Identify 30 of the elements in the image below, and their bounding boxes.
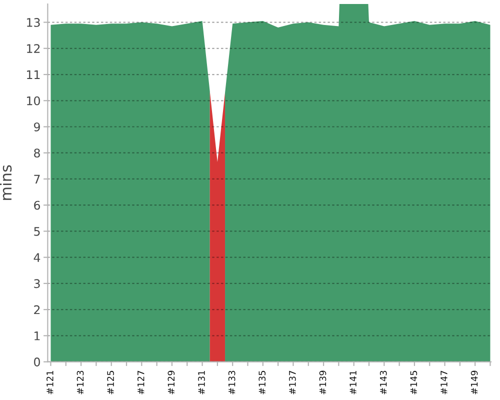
y-tick-label: 11 [27, 70, 40, 79]
x-tick-label: #135 [258, 370, 266, 394]
x-tick-label: #139 [319, 370, 326, 394]
x-tick-label: #129 [168, 370, 175, 394]
x-tick-label: #123 [76, 370, 84, 394]
y-tick-label: 0 [34, 358, 40, 366]
y-tick-label: 13 [27, 18, 40, 27]
y-tick-label: 3 [34, 279, 40, 288]
y-tick-label: 2 [34, 305, 40, 314]
x-tick-label: #133 [228, 370, 236, 394]
y-tick-label: 10 [27, 96, 40, 106]
y-tick-label: 7 [34, 174, 40, 184]
x-tick-label: #141 [350, 370, 356, 394]
x-tick-label: #137 [289, 370, 296, 394]
y-tick-label: 8 [34, 148, 40, 158]
y-tick-label: 12 [27, 44, 40, 53]
x-tick-label: #121 [46, 370, 54, 394]
x-tick-label: #145 [410, 370, 418, 394]
x-tick-label: #143 [380, 370, 387, 394]
y-tick-label: 1 [34, 332, 40, 340]
y-tick-label: 6 [34, 200, 40, 210]
y-tick-label: 5 [34, 227, 40, 236]
x-tick-label: #147 [440, 370, 448, 394]
x-tick-label: #131 [198, 370, 205, 394]
x-tick-label: #149 [470, 370, 478, 394]
y-tick-label: 9 [34, 122, 40, 132]
x-tick-label: #127 [137, 370, 144, 394]
y-axis-title: mins [0, 165, 12, 200]
x-tick-label: #125 [107, 370, 114, 394]
y-tick-label: 4 [34, 253, 40, 262]
